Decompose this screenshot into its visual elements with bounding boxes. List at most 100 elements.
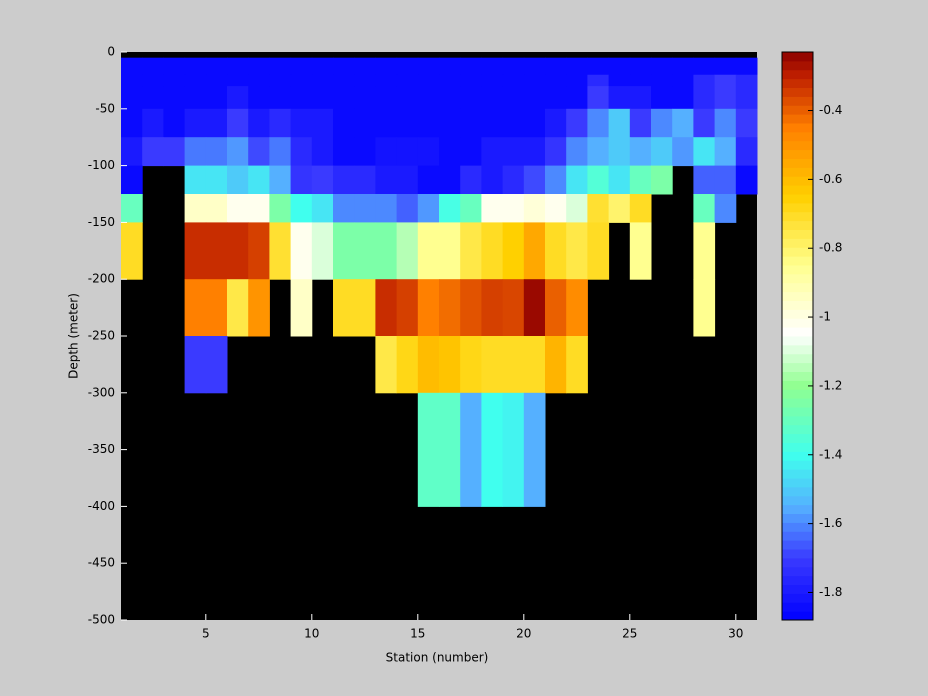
- colorbar-swatch: [782, 540, 813, 550]
- cell: [523, 137, 546, 167]
- cell: [205, 222, 228, 280]
- colorbar-swatch: [782, 575, 813, 585]
- cell: [693, 86, 716, 110]
- cell: [481, 165, 504, 195]
- cell: [502, 222, 525, 280]
- colorbar-swatch: [782, 433, 813, 443]
- colorbar-swatch: [782, 194, 813, 204]
- cell: [311, 108, 334, 138]
- cell: [502, 194, 525, 223]
- cell: [269, 194, 292, 223]
- cell: [290, 279, 313, 337]
- cell: [121, 194, 143, 223]
- cell: [227, 279, 249, 337]
- y-tick-label: -250: [88, 329, 115, 343]
- x-tick-label: 10: [304, 627, 319, 641]
- colorbar-swatch: [782, 87, 813, 97]
- cell: [608, 194, 631, 223]
- cell: [333, 279, 355, 337]
- cell: [545, 108, 567, 138]
- colorbar-tick-label: -0.6: [819, 172, 842, 186]
- colorbar-swatch: [782, 513, 813, 523]
- cell: [460, 222, 482, 280]
- cell: [290, 86, 313, 110]
- cell: [714, 86, 737, 110]
- cell: [375, 222, 398, 280]
- cell: [417, 57, 440, 76]
- colorbar-swatch: [782, 238, 813, 248]
- cell: [460, 86, 482, 110]
- cell: [142, 137, 164, 167]
- colorbar-swatch: [782, 353, 813, 364]
- cell: [184, 336, 207, 394]
- colorbar-swatch: [782, 584, 813, 594]
- colorbar-swatch: [782, 424, 813, 435]
- cell: [481, 137, 504, 167]
- cell: [227, 165, 249, 195]
- cell: [608, 74, 631, 87]
- cell: [481, 108, 504, 138]
- cell: [439, 194, 461, 223]
- cell: [311, 137, 334, 167]
- cell: [142, 86, 164, 110]
- cell: [651, 74, 673, 87]
- cell: [693, 165, 716, 195]
- cell: [184, 108, 207, 138]
- cell: [651, 108, 673, 138]
- cell: [354, 74, 376, 87]
- cell: [587, 165, 610, 195]
- cell: [417, 165, 440, 195]
- cell: [375, 194, 398, 223]
- cell: [121, 108, 143, 138]
- y-tick-label: -450: [88, 556, 115, 570]
- cell: [523, 336, 546, 394]
- colorbar-swatch: [782, 344, 813, 355]
- colorbar-swatch: [782, 256, 813, 266]
- cell: [545, 74, 567, 87]
- cell: [651, 137, 673, 167]
- cell: [439, 336, 461, 394]
- cell: [396, 86, 419, 110]
- cell: [502, 108, 525, 138]
- colorbar-swatch: [782, 300, 813, 310]
- colorbar-tick-label: -0.4: [819, 103, 842, 117]
- cell: [523, 57, 546, 76]
- cell: [121, 74, 143, 87]
- cell: [396, 108, 419, 138]
- cell: [587, 108, 610, 138]
- colorbar-swatch: [782, 78, 813, 88]
- cell: [375, 279, 398, 337]
- cell: [439, 137, 461, 167]
- colorbar-swatch: [782, 336, 813, 346]
- cell: [205, 279, 228, 337]
- cell: [481, 392, 504, 507]
- cell: [163, 108, 186, 138]
- cell: [460, 137, 482, 167]
- cell: [481, 279, 504, 337]
- cell: [163, 57, 186, 76]
- cell: [672, 57, 694, 76]
- cell: [587, 222, 610, 280]
- colorbar-swatch: [782, 52, 813, 62]
- cell: [269, 74, 292, 87]
- cell: [502, 165, 525, 195]
- colorbar-swatch: [782, 291, 813, 301]
- cell: [375, 74, 398, 87]
- cell: [460, 392, 482, 507]
- cell: [481, 222, 504, 280]
- colorbar-swatch: [782, 149, 813, 159]
- cell: [227, 137, 249, 167]
- colorbar-swatch: [782, 362, 813, 372]
- cell: [693, 57, 716, 76]
- cell: [714, 108, 737, 138]
- colorbar-swatch: [782, 602, 813, 612]
- cell: [269, 165, 292, 195]
- cell: [163, 86, 186, 110]
- colorbar-swatch: [782, 265, 813, 275]
- cell: [629, 222, 652, 280]
- cell: [545, 336, 567, 394]
- cell: [672, 86, 694, 110]
- cell: [714, 194, 737, 223]
- cell: [735, 137, 758, 167]
- cell: [523, 74, 546, 87]
